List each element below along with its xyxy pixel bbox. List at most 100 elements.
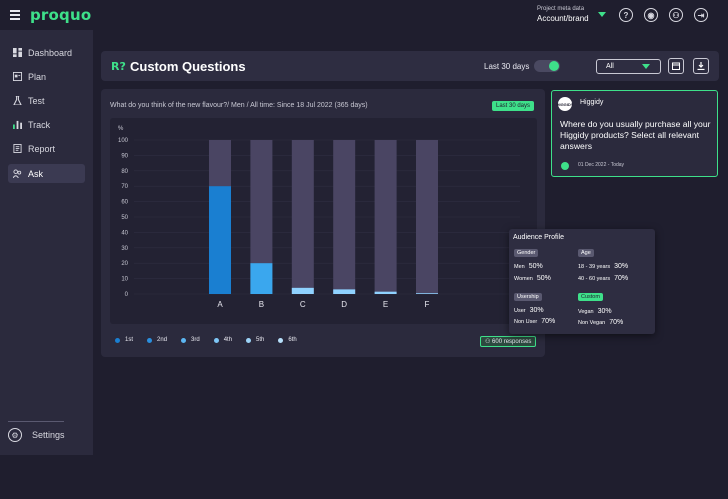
custom-tag: Custom [578, 293, 603, 301]
y-tick-label: 60 [121, 200, 128, 206]
sidebar-item-test[interactable]: Test [8, 91, 85, 110]
ask-icon [13, 169, 22, 178]
bar-C [292, 288, 314, 294]
chart-legend: 1st 2nd 3rd 4th 5th 6th [115, 337, 311, 343]
y-tick-label: 80 [121, 169, 128, 175]
y-tick-label: 0 [125, 292, 129, 298]
sidebar-item-ask[interactable]: Ask [8, 164, 85, 183]
age-row: 18 - 39 years 30% [578, 263, 628, 270]
sidebar-item-dashboard[interactable]: Dashboard [8, 43, 85, 62]
sidebar: Dashboard Plan Test Track Report Ask ⚙ S… [0, 30, 93, 455]
plan-icon [13, 72, 22, 81]
usership-tag: Usership [514, 293, 542, 301]
sidebar-item-report[interactable]: Report [8, 139, 85, 158]
question-card[interactable]: HIGGIDY Higgidy Where do you usually pur… [551, 90, 718, 177]
legend-dot [246, 338, 251, 343]
legend-label: 2nd [157, 337, 167, 343]
legend-item[interactable]: 3rd [181, 337, 200, 343]
range-label: Last 30 days [484, 62, 529, 71]
sidebar-item-label: Report [28, 144, 55, 154]
brand-name: Higgidy [580, 99, 603, 106]
sidebar-item-label: Test [28, 96, 45, 106]
top-bar: proquo Project meta data Account/brand ?… [0, 0, 728, 30]
bar-background [375, 140, 397, 294]
x-tick-label: B [259, 300, 264, 309]
brand-logo: HIGGIDY [558, 97, 572, 111]
custom-row: Non Vegan 70% [578, 319, 623, 326]
bar-A [209, 186, 231, 294]
bar-E [375, 292, 397, 294]
report-icon [13, 144, 22, 153]
legend-dot [278, 338, 283, 343]
plot-area: % 0 10 20 30 40 50 60 70 80 90 100 A B C D E F [110, 118, 537, 324]
y-tick-label: 40 [121, 230, 128, 236]
legend-item[interactable]: 6th [278, 337, 296, 343]
gear-icon: ⚙ [8, 428, 22, 442]
y-axis-unit: % [118, 126, 124, 132]
bar-background [416, 140, 438, 294]
x-tick-label: D [341, 300, 347, 309]
audience-title: Audience Profile [513, 234, 564, 241]
filter-select-value: All [606, 63, 614, 70]
responses-count: 600 responses [492, 339, 531, 345]
legend-dot [214, 338, 219, 343]
x-tick-label: F [425, 300, 430, 309]
page-header: R? Custom Questions Last 30 days All [101, 51, 719, 81]
download-icon [697, 62, 705, 70]
chart-range-badge: Last 30 days [492, 101, 534, 111]
y-tick-label: 20 [121, 261, 128, 267]
sidebar-divider [8, 421, 64, 422]
brand-logo-text: HIGGIDY [557, 102, 574, 107]
calendar-button[interactable] [668, 58, 684, 74]
bar-F [416, 293, 438, 294]
chart-question: What do you think of the new flavour?/ M… [110, 102, 368, 109]
sidebar-item-label: Dashboard [28, 48, 72, 58]
legend-item[interactable]: 1st [115, 337, 133, 343]
legend-label: 1st [125, 337, 133, 343]
help-icon[interactable]: ? [619, 8, 633, 22]
sidebar-item-plan[interactable]: Plan [8, 67, 85, 86]
bar-D [333, 289, 355, 294]
bar-background [292, 140, 314, 294]
dashboard-icon [13, 48, 22, 57]
logout-icon[interactable]: ⇥ [694, 8, 708, 22]
y-tick-label: 90 [121, 153, 128, 159]
filter-select[interactable]: All [596, 59, 661, 74]
responses-badge: ⚇ 600 responses [480, 336, 536, 347]
audience-profile-popover: Audience Profile Gender Men 50% Women 50% … [509, 229, 655, 334]
y-tick-label: 100 [118, 138, 129, 144]
sidebar-item-track[interactable]: Track [8, 115, 85, 134]
legend-item[interactable]: 5th [246, 337, 264, 343]
usership-row: Non User 70% [514, 318, 555, 325]
bar-chart-icon [13, 120, 22, 129]
legend-dot [181, 338, 186, 343]
project-selector[interactable]: Project meta data Account/brand [537, 6, 589, 23]
page-title: Custom Questions [130, 59, 246, 74]
chevron-down-icon[interactable] [598, 12, 606, 17]
custom-row: Vegan 30% [578, 308, 612, 315]
sidebar-item-settings[interactable]: ⚙ Settings [8, 428, 65, 442]
calendar-icon [672, 62, 680, 70]
legend-dot [115, 338, 120, 343]
custom-questions-icon: R? [111, 60, 126, 73]
y-tick-label: 70 [121, 184, 128, 190]
sidebar-item-label: Plan [28, 72, 46, 82]
legend-item[interactable]: 4th [214, 337, 232, 343]
question-text: Where do you usually purchase all your H… [560, 119, 715, 152]
bar-background [333, 140, 355, 294]
users-icon: ⚇ [485, 339, 492, 345]
profile-icon[interactable]: ⚇ [669, 8, 683, 22]
status-dot [561, 162, 569, 170]
app-logo[interactable]: proquo [30, 6, 91, 24]
y-tick-label: 10 [121, 277, 128, 283]
legend-dot [147, 338, 152, 343]
menu-icon[interactable] [10, 10, 20, 19]
chevron-down-icon [642, 64, 650, 69]
legend-item[interactable]: 2nd [147, 337, 167, 343]
sidebar-item-label: Ask [28, 169, 43, 179]
range-toggle[interactable] [534, 60, 560, 72]
age-tag: Age [578, 249, 594, 257]
account-icon[interactable]: ◉ [644, 8, 658, 22]
download-button[interactable] [693, 58, 709, 74]
x-tick-label: A [217, 300, 223, 309]
